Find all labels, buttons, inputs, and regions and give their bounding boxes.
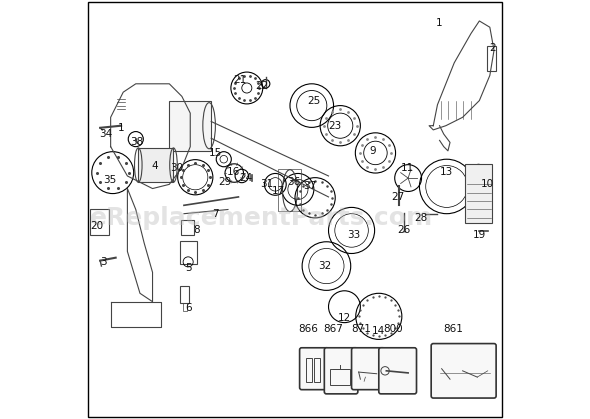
Text: 23: 23 bbox=[328, 121, 342, 131]
Text: 4: 4 bbox=[151, 160, 158, 171]
Text: 2: 2 bbox=[490, 43, 496, 53]
Text: 17: 17 bbox=[271, 186, 285, 196]
Text: 33: 33 bbox=[347, 230, 360, 240]
Text: 16: 16 bbox=[227, 167, 240, 177]
Text: eReplacementParts.com: eReplacementParts.com bbox=[90, 206, 433, 230]
Text: 35: 35 bbox=[103, 175, 116, 185]
Bar bbox=[278, 169, 301, 211]
Text: 29: 29 bbox=[218, 177, 231, 187]
Text: 6: 6 bbox=[186, 303, 192, 313]
Bar bbox=[138, 148, 173, 182]
Text: 8: 8 bbox=[193, 225, 200, 235]
Bar bbox=[314, 358, 320, 382]
Text: 7: 7 bbox=[212, 209, 219, 219]
Text: 38: 38 bbox=[130, 137, 143, 147]
Text: 37: 37 bbox=[303, 181, 316, 191]
Text: 1: 1 bbox=[436, 18, 443, 28]
FancyBboxPatch shape bbox=[300, 348, 329, 390]
Text: 14: 14 bbox=[372, 326, 385, 336]
Bar bbox=[90, 210, 109, 235]
Bar bbox=[180, 241, 196, 264]
Text: 28: 28 bbox=[414, 213, 427, 223]
Text: 26: 26 bbox=[397, 225, 411, 235]
FancyBboxPatch shape bbox=[379, 348, 417, 394]
Bar bbox=[181, 220, 194, 235]
Bar bbox=[330, 369, 350, 385]
Text: 10: 10 bbox=[481, 179, 494, 189]
Text: 19: 19 bbox=[473, 230, 486, 240]
Bar bbox=[183, 303, 187, 311]
Circle shape bbox=[242, 83, 252, 93]
Text: 866: 866 bbox=[299, 324, 319, 334]
Text: 24: 24 bbox=[240, 173, 253, 183]
Text: 15: 15 bbox=[209, 148, 222, 158]
Bar bbox=[306, 358, 312, 382]
Text: 861: 861 bbox=[444, 324, 463, 334]
FancyBboxPatch shape bbox=[431, 344, 496, 398]
Text: 30: 30 bbox=[171, 163, 183, 173]
Text: 800: 800 bbox=[384, 324, 404, 334]
Bar bbox=[487, 46, 496, 71]
Text: 867: 867 bbox=[323, 324, 343, 334]
Text: 27: 27 bbox=[391, 192, 404, 202]
Text: 25: 25 bbox=[307, 96, 320, 106]
Bar bbox=[465, 164, 492, 223]
Text: 34: 34 bbox=[99, 129, 112, 139]
Bar bbox=[180, 286, 189, 303]
Text: 1: 1 bbox=[118, 123, 124, 133]
FancyBboxPatch shape bbox=[324, 348, 358, 394]
Text: 5: 5 bbox=[186, 263, 192, 273]
Text: 3: 3 bbox=[100, 257, 106, 267]
Text: 31: 31 bbox=[260, 179, 273, 189]
Text: 871: 871 bbox=[351, 324, 371, 334]
Text: 22: 22 bbox=[255, 81, 268, 91]
FancyBboxPatch shape bbox=[352, 348, 385, 390]
Bar bbox=[169, 101, 211, 151]
Text: 9: 9 bbox=[369, 146, 376, 156]
Text: 13: 13 bbox=[440, 167, 453, 177]
Text: 20: 20 bbox=[91, 221, 104, 231]
Text: 11: 11 bbox=[401, 163, 414, 173]
Text: 21: 21 bbox=[233, 75, 246, 85]
Text: 32: 32 bbox=[317, 261, 331, 271]
Text: 36: 36 bbox=[287, 177, 300, 187]
Text: 12: 12 bbox=[338, 313, 351, 323]
